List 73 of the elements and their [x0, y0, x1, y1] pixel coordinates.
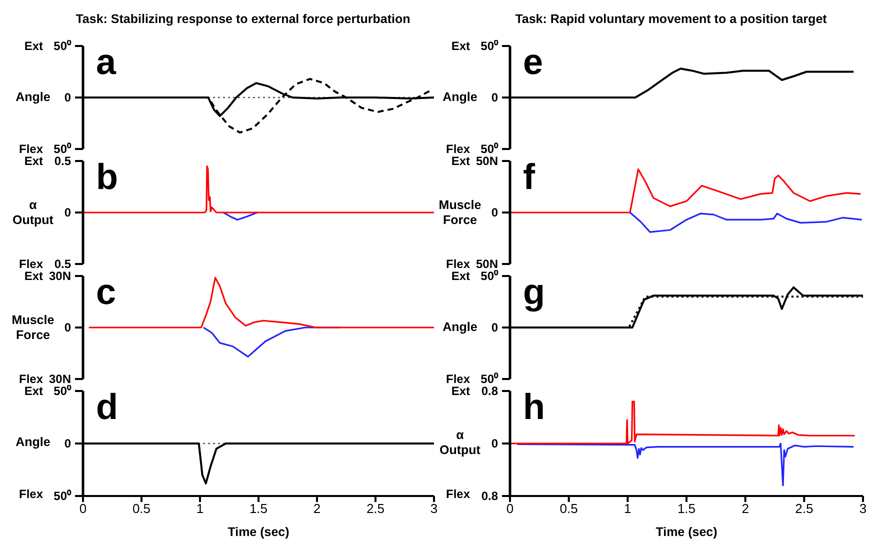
y-tick-label: 0: [64, 206, 72, 220]
y-tick-label: 30N: [48, 372, 71, 386]
x-tick-label: 3: [430, 501, 438, 516]
chart-title: Task: Stabilizing response to external force perturbation: [74, 12, 412, 26]
annotation: c: [96, 271, 116, 312]
x-tick-label: 0: [79, 501, 87, 516]
y-tick-label: 30N: [48, 269, 71, 283]
x-tick-label: 1.5: [677, 501, 696, 516]
y-tick-label: 50N: [476, 154, 498, 168]
text: Flex: [18, 256, 43, 272]
text: Flex: [18, 141, 43, 156]
y-axis-title: Angle: [442, 320, 478, 335]
line-series: [629, 212, 863, 233]
annotation: a: [96, 41, 116, 82]
x-tick-label: 3: [859, 501, 867, 516]
text: Ext: [23, 384, 43, 399]
y-tick-label: 0: [491, 436, 498, 450]
text: Ext: [450, 384, 470, 399]
y-tick-label: 0.5: [54, 257, 72, 271]
y-tick-label: 50⁰: [480, 142, 499, 156]
x-tick-label: 1: [624, 501, 632, 516]
annotation: e: [523, 41, 544, 82]
y-tick-label: 50⁰: [54, 142, 72, 156]
text: Flex: [444, 256, 470, 272]
y-tick-label: 0.8: [481, 489, 498, 503]
annotation: g: [523, 271, 545, 312]
text: Ext: [450, 268, 470, 284]
line-series: [88, 276, 434, 328]
x-tick-label: 0.5: [132, 501, 151, 516]
x-axis-title: Time (sec): [656, 525, 718, 539]
text: Flex: [18, 486, 43, 502]
y-axis-title: α Output: [438, 428, 482, 458]
y-tick-label: 0: [491, 206, 498, 220]
text: Flex: [444, 141, 470, 156]
y-axis-title: Muscle Force: [438, 198, 482, 228]
y-axis-title: Angle: [442, 90, 478, 105]
text: Ext: [23, 38, 43, 54]
x-tick-label: 2: [742, 501, 749, 516]
text: Ext: [450, 38, 470, 54]
y-tick-label: 0.8: [481, 384, 498, 398]
x-tick-label: 2.5: [366, 501, 385, 516]
text: Ext: [450, 154, 470, 169]
annotation: d: [96, 386, 118, 427]
x-tick-label: 2.5: [795, 501, 814, 516]
y-axis-title: Angle: [16, 90, 50, 105]
annotation: h: [523, 386, 545, 427]
y-tick-label: 50⁰: [480, 372, 499, 386]
text: Flex: [18, 371, 43, 386]
y-axis-title: α Output: [12, 198, 54, 228]
x-tick-label: 0: [506, 501, 514, 516]
x-tick-label: 1: [196, 501, 204, 516]
y-tick-label: 0.5: [54, 154, 72, 168]
text: Ext: [23, 154, 43, 169]
line-series: [516, 442, 854, 486]
y-tick-label: 0: [491, 320, 498, 334]
x-tick-label: 1.5: [249, 501, 268, 516]
y-tick-label: 0: [64, 436, 72, 450]
text: Flex: [444, 371, 470, 386]
annotation: f: [523, 156, 535, 197]
y-tick-label: 50⁰: [54, 489, 72, 503]
annotation: b: [96, 156, 118, 197]
x-tick-label: 2: [313, 501, 321, 516]
y-tick-label: 0: [64, 320, 72, 334]
x-tick-label: 0.5: [560, 501, 578, 516]
text: Ext: [23, 268, 43, 284]
x-axis-title: Time (sec): [228, 525, 290, 539]
y-tick-label: 50N: [476, 257, 498, 271]
y-axis-title: Angle: [16, 435, 50, 450]
y-tick-label: 0: [64, 90, 72, 104]
text: Flex: [444, 486, 470, 502]
chart-title: Task: Rapid voluntary movement to a position target: [514, 12, 828, 26]
y-tick-label: 0: [491, 90, 498, 104]
y-axis-title: Muscle Force: [10, 312, 56, 342]
